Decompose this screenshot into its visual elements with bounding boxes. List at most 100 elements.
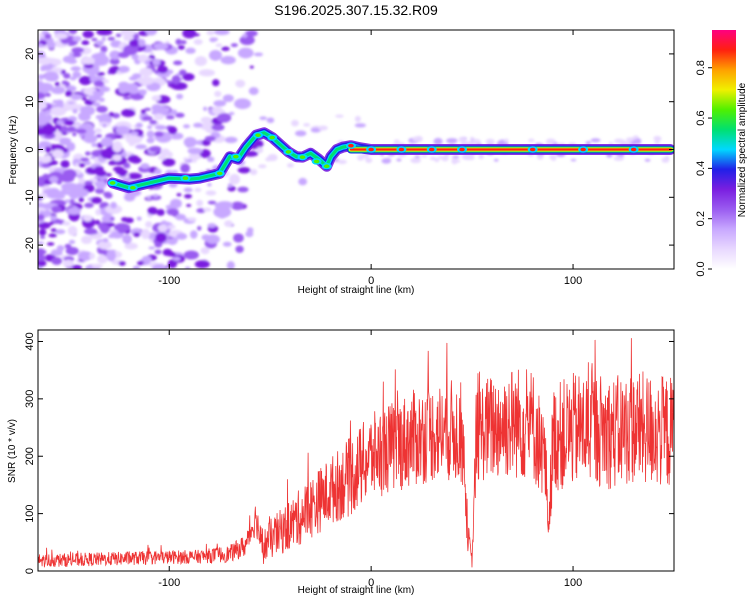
spectrogram-cell	[124, 242, 138, 250]
spectrogram-cell	[165, 115, 175, 120]
spectrogram-peak-inner	[216, 171, 223, 176]
spectrogram-cell	[38, 254, 47, 262]
spectrogram-cell	[207, 223, 217, 228]
spectrogram-cell	[176, 193, 182, 197]
spectrogram-peak-inner	[255, 133, 261, 137]
spectrogram-cell	[173, 60, 183, 66]
spectrogram-cell	[56, 120, 64, 126]
spectrogram-cell	[72, 188, 89, 198]
spectrogram-cell	[354, 115, 361, 123]
spectrogram-cell	[133, 232, 141, 238]
spectrogram-cell	[545, 138, 556, 145]
spectrogram-cell	[154, 168, 162, 175]
spectrogram-cell	[354, 123, 367, 128]
spectrogram-cell	[50, 215, 57, 221]
spectrogram-cell	[237, 167, 251, 174]
spectrogram-cell	[123, 162, 131, 169]
spectrogram-cell	[140, 163, 150, 169]
spectrogram-cell	[131, 53, 140, 60]
spectrogram-cell	[286, 163, 294, 168]
spectrogram-cell	[140, 109, 146, 115]
spectrogram-cell	[68, 101, 75, 105]
spectrogram-cell	[59, 137, 71, 146]
spectrogram-cell	[81, 97, 87, 101]
spectrogram-cell	[51, 149, 64, 159]
spectrogram-cell	[175, 38, 182, 45]
spectrogram-cell	[94, 188, 105, 194]
spectrogram-cell	[91, 263, 103, 269]
spectrogram-cell	[197, 225, 202, 231]
spectrogram-y-ticks: -20 -10 0 10 20	[24, 48, 674, 253]
spectrogram-cell	[155, 232, 167, 243]
colorbar-tick-label: 0.4	[695, 161, 707, 176]
spectrogram-cell	[117, 51, 130, 59]
spectrogram-cell	[129, 39, 140, 47]
spectrogram-cell	[38, 43, 44, 48]
spectrogram-cell	[644, 158, 651, 162]
spectrogram-cell	[38, 260, 47, 267]
spectrogram-cell	[147, 206, 158, 215]
spectrogram-cell	[114, 134, 124, 139]
snr-xtick-label: 0	[368, 577, 374, 589]
spectrogram-ytick-label: 0	[24, 146, 36, 152]
spectrogram-cell	[585, 140, 591, 145]
spectrogram-cell	[60, 37, 71, 45]
spectrogram-cell	[82, 30, 94, 39]
spectrogram-cell	[196, 199, 204, 207]
spectrogram-cell	[207, 200, 217, 205]
spectrogram-cell	[45, 92, 51, 97]
spectrogram-cell	[94, 128, 102, 134]
spectrogram-cell	[410, 157, 422, 164]
spectrogram-cell	[50, 86, 66, 95]
spectrogram-cell	[115, 125, 130, 135]
spectrogram-cell	[167, 151, 173, 158]
spectrogram-cell	[146, 195, 152, 200]
spectrogram-cell	[187, 217, 197, 222]
spectrogram-cell	[248, 87, 259, 96]
spectrogram-cell	[227, 183, 233, 188]
spectrogram-cell	[68, 103, 79, 110]
spectrogram-cell	[203, 207, 212, 212]
spectrogram-cell	[38, 241, 45, 245]
spectrogram-cell	[206, 30, 215, 36]
spectrogram-peak-inner	[580, 147, 586, 152]
spectrogram-peak-inner	[313, 159, 320, 164]
spectrogram-cell	[337, 159, 347, 165]
spectrogram-cell	[43, 71, 59, 82]
spectrogram-cell	[151, 110, 159, 115]
spectrogram-cell	[38, 56, 54, 65]
spectrogram-cell	[102, 238, 109, 243]
spectrogram-cell	[224, 136, 238, 144]
spectrogram-cell	[183, 187, 193, 193]
spectrogram-cell	[132, 73, 142, 79]
spectrogram-cell	[153, 42, 169, 50]
snr-x-label: Height of straight line (km)	[298, 585, 415, 596]
spectrogram-cell	[214, 90, 222, 98]
spectrogram-cell	[135, 122, 143, 128]
spectrogram-cell	[38, 249, 47, 255]
spectrogram-cell	[67, 207, 82, 215]
spectrogram-cell	[102, 123, 107, 128]
spectrogram-cell	[233, 233, 244, 243]
spectrogram-cell	[113, 223, 131, 232]
snr-y-ticks: 0 100 200 300 400	[24, 332, 674, 574]
spectrogram-cell	[70, 66, 82, 72]
spectrogram-cell	[200, 247, 210, 255]
spectrogram-cell	[94, 166, 104, 172]
spectrogram-cell	[266, 117, 275, 124]
spectrogram-xtick-label: 100	[564, 275, 582, 287]
spectrogram-cell	[67, 58, 78, 64]
spectrogram-cell	[96, 105, 108, 113]
spectrogram-cell	[69, 76, 77, 81]
spectrogram-cell	[168, 126, 178, 135]
spectrogram-cell	[51, 205, 62, 213]
spectrogram-cell	[132, 265, 141, 269]
spectrogram-cell	[237, 186, 249, 193]
spectrogram-cell	[176, 232, 188, 240]
spectrogram-cell	[61, 80, 68, 84]
spectrogram-cell	[97, 254, 108, 264]
spectrogram-cell	[570, 158, 577, 162]
spectrogram-cell	[140, 228, 151, 240]
spectrogram-cell	[169, 109, 178, 116]
spectrogram-ytick-label: 20	[24, 48, 36, 60]
